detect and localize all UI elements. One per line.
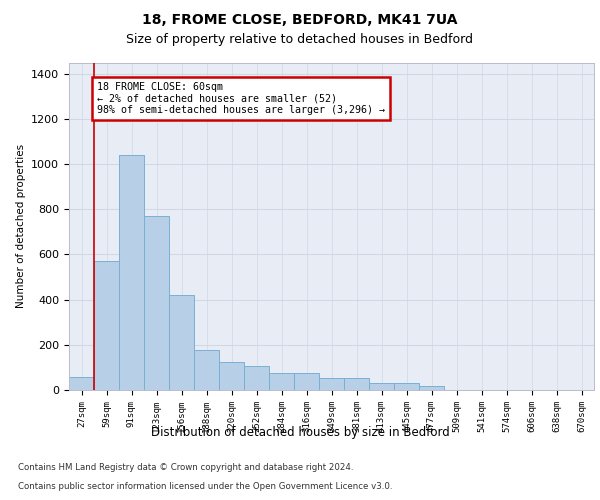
Bar: [144, 216, 169, 390]
Bar: [69, 377, 94, 390]
Bar: [419, 386, 444, 390]
Bar: [319, 378, 344, 390]
Bar: [219, 362, 244, 390]
Y-axis label: Number of detached properties: Number of detached properties: [16, 144, 26, 308]
Bar: [369, 383, 394, 390]
Bar: [169, 295, 194, 390]
Text: 18 FROME CLOSE: 60sqm
← 2% of detached houses are smaller (52)
98% of semi-detac: 18 FROME CLOSE: 60sqm ← 2% of detached h…: [97, 82, 385, 115]
Bar: [94, 262, 119, 390]
Bar: [394, 383, 419, 390]
Text: Size of property relative to detached houses in Bedford: Size of property relative to detached ho…: [127, 32, 473, 46]
Bar: [244, 366, 269, 390]
Bar: [269, 373, 294, 390]
Text: Contains public sector information licensed under the Open Government Licence v3: Contains public sector information licen…: [18, 482, 392, 491]
Bar: [294, 373, 319, 390]
Bar: [194, 350, 219, 390]
Bar: [119, 155, 144, 390]
Text: Contains HM Land Registry data © Crown copyright and database right 2024.: Contains HM Land Registry data © Crown c…: [18, 464, 353, 472]
Bar: [344, 378, 369, 390]
Text: 18, FROME CLOSE, BEDFORD, MK41 7UA: 18, FROME CLOSE, BEDFORD, MK41 7UA: [142, 12, 458, 26]
Text: Distribution of detached houses by size in Bedford: Distribution of detached houses by size …: [151, 426, 449, 439]
